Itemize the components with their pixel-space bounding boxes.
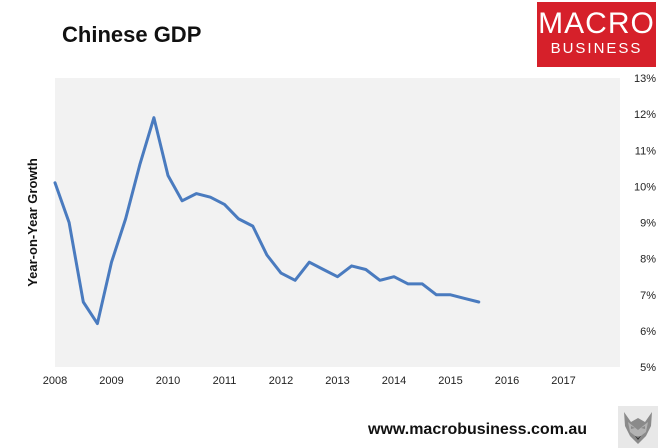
- x-tick-label: 2014: [382, 375, 406, 387]
- y-tick-label: 5%: [640, 362, 656, 374]
- x-tick-label: 2010: [156, 375, 180, 387]
- y-tick-label: 8%: [640, 254, 656, 266]
- y-tick-label: 12%: [634, 109, 656, 121]
- y-tick-label: 11%: [635, 145, 656, 157]
- y-axis-label: Year-on-Year Growth: [25, 158, 40, 287]
- x-tick-label: 2008: [43, 375, 67, 387]
- series-line: [53, 116, 481, 326]
- wolf-icon: [618, 406, 658, 448]
- x-tick-label: 2016: [495, 375, 519, 387]
- x-tick-label: 2009: [99, 375, 123, 387]
- x-tick-label: 2015: [438, 375, 462, 387]
- x-tick-label: 2013: [325, 375, 349, 387]
- x-tick-label: 2012: [269, 375, 293, 387]
- logo-line-1: MACRO: [538, 7, 655, 40]
- y-tick-label: 9%: [640, 218, 656, 230]
- x-tick-label: 2011: [213, 375, 237, 387]
- y-tick-label: 7%: [640, 290, 656, 302]
- x-tick-label: 2017: [551, 375, 575, 387]
- y-tick-label: 6%: [640, 326, 656, 338]
- macrobusiness-logo: MACRO BUSINESS: [537, 2, 656, 67]
- footer-url: www.macrobusiness.com.au: [368, 421, 588, 438]
- y-tick-label: 13%: [634, 73, 656, 85]
- chart-title: Chinese GDP: [62, 22, 202, 47]
- y-tick-label: 10%: [634, 181, 656, 193]
- logo-line-2: BUSINESS: [550, 40, 643, 57]
- plot-area: [55, 78, 620, 367]
